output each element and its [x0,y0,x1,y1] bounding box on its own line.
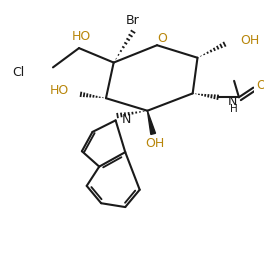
Text: O: O [256,79,264,92]
Polygon shape [147,111,155,134]
Text: O: O [157,32,167,45]
Text: OH: OH [240,34,259,47]
Text: N: N [121,113,131,126]
Text: H: H [230,104,238,114]
Text: Br: Br [126,14,140,27]
Text: HO: HO [50,84,69,97]
Text: HO: HO [71,30,91,43]
Text: Cl: Cl [12,66,24,79]
Text: OH: OH [145,137,165,150]
Text: N: N [227,95,237,108]
